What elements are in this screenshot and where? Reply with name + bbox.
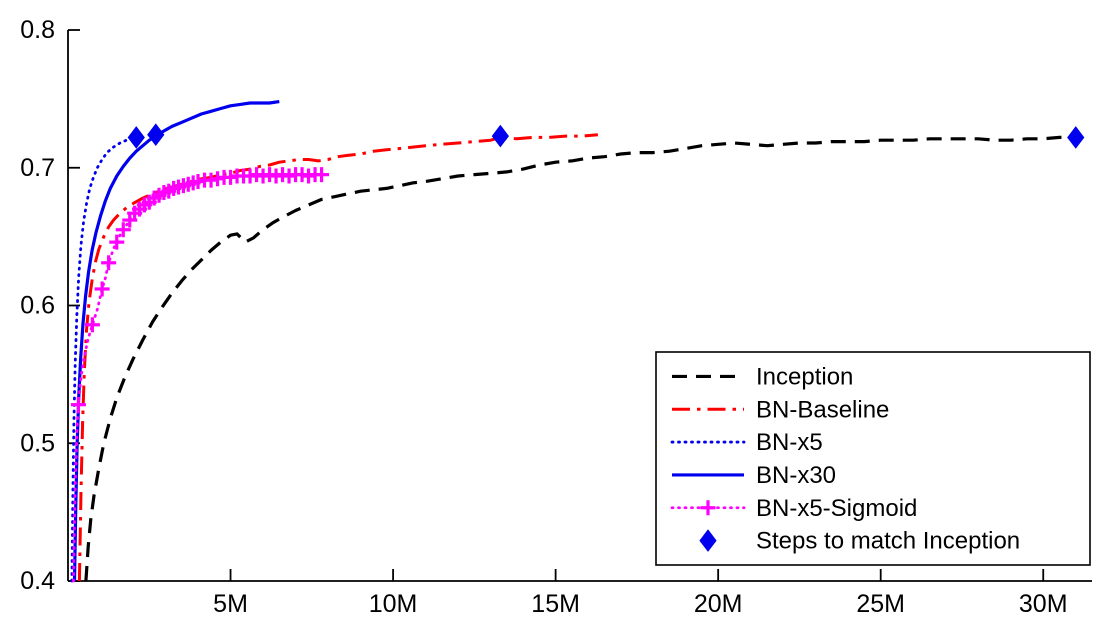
legend-entry-inception: Inception <box>672 363 853 390</box>
x-tick-label: 20M <box>694 590 743 618</box>
diamond-marker-icon <box>491 124 509 148</box>
series-line-inception <box>84 135 1076 582</box>
legend-entry-bn-x5: BN-x5 <box>670 429 823 456</box>
axes: 5M 10M 15M 20M 25M 30M 0.4 0.5 0.6 0.7 0.8 <box>20 16 1092 618</box>
y-tick-label: 0.6 <box>20 292 55 320</box>
series-bn-x5 <box>70 136 140 583</box>
x-tick-label: 25M <box>856 590 905 618</box>
series-line-bn-x5-sigmoid <box>72 173 327 583</box>
legend-label: BN-x5-Sigmoid <box>756 495 917 522</box>
legend-entry-bn-baseline: BN-Baseline <box>672 396 889 423</box>
x-tick-label: 30M <box>1019 590 1068 618</box>
y-tick-label: 0.5 <box>20 429 55 457</box>
x-tick-label: 10M <box>369 590 418 618</box>
series-line-bn-x5 <box>70 136 140 583</box>
diamond-marker-icon <box>147 123 165 147</box>
legend-label: BN-x30 <box>756 462 836 489</box>
y-tick-label: 0.7 <box>20 154 55 182</box>
legend-label: BN-x5 <box>756 429 823 456</box>
diamond-marker-icon <box>1067 126 1085 149</box>
x-tick-label: 15M <box>531 590 580 618</box>
legend: Inception BN-Baseline BN-x5 BN-x30 BN-x5-Sig… <box>655 351 1091 566</box>
legend-entry-bn-x5-sigmoid: BN-x5-Sigmoid <box>670 495 917 522</box>
series-bn-x30 <box>72 100 280 582</box>
y-tick-label: 0.4 <box>20 567 55 595</box>
series-bn-baseline <box>77 133 599 582</box>
legend-entry-bn-x30: BN-x30 <box>672 462 836 489</box>
legend-label: Inception <box>756 363 853 390</box>
legend-box <box>655 351 1091 566</box>
legend-entry-steps-to-match-inception: Steps to match Inception <box>699 528 1020 555</box>
y-tick-label: 0.8 <box>20 16 55 44</box>
legend-label: BN-Baseline <box>756 396 889 423</box>
series-line-bn-baseline <box>77 133 599 582</box>
diamond-marker-icon <box>127 126 145 149</box>
series-inception <box>84 135 1076 582</box>
series-bn-x5-sigmoid <box>70 167 330 583</box>
diamond-marker-icon <box>699 529 717 552</box>
x-tick-label: 5M <box>213 590 248 618</box>
series-steps-to-match-inception <box>127 123 1085 149</box>
legend-label: Steps to match Inception <box>756 528 1020 555</box>
series-line-bn-x30 <box>72 100 280 582</box>
